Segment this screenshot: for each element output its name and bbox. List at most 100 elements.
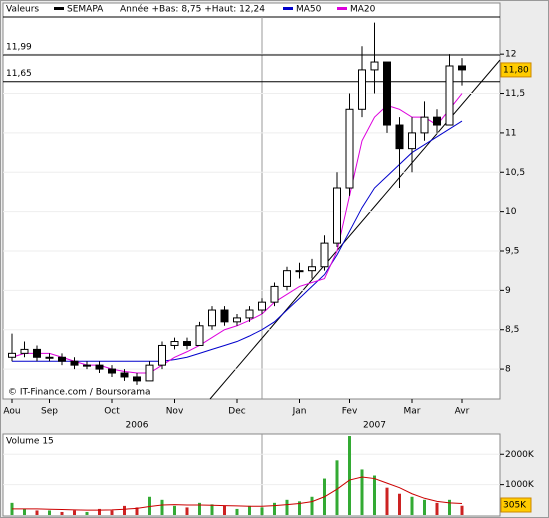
y-tick-label: 10 [505,207,517,217]
section-label: Valeurs [6,5,39,15]
x-tick-label: Avr [455,407,470,417]
copyright: © IT-Finance.com / Boursorama [8,388,150,398]
volume-bar [460,505,464,515]
candle-body [333,187,341,244]
last-volume-box [500,497,532,513]
volume-bar [248,505,251,515]
volume-bar [448,499,451,515]
last-price-box [500,62,532,78]
candle-body [258,301,266,311]
last-price-label: 11,80 [503,65,529,75]
candle-body [83,364,91,367]
legend-swatch [54,7,64,10]
legend-label: MA20 [350,5,376,15]
legend-label: SEMAPA [67,5,104,15]
candle-body [283,270,291,287]
volume-bar [123,505,126,515]
y-tick-label: 9,5 [505,246,519,256]
y-tick-label: 10,5 [505,168,525,178]
volume-bar [398,493,401,515]
candle-body [20,348,29,354]
price-panel [2,2,501,400]
legend-label: MA50 [296,5,322,15]
x-tick-label: Dec [228,407,245,417]
x-tick-label: Fev [342,407,358,417]
candle-body [458,65,466,71]
candle-body [270,285,279,303]
volume-bar [423,499,426,515]
volume-bar [85,511,89,515]
x-tick-label: Mar [404,407,421,417]
last-volume-label: 305K [503,501,527,511]
year-label: 2006 [126,421,149,431]
candle-body [158,344,166,366]
year-label: 2007 [363,421,386,431]
candle-body [45,356,54,359]
candle-body [220,309,229,323]
candle-body [8,352,16,358]
candle-body [308,266,316,272]
volume-bar [148,496,151,515]
candle-body [395,124,404,150]
volume-bar [260,507,264,515]
candle-body [445,65,454,126]
volume-bar [360,469,364,515]
volume-bar [210,504,214,515]
volume-bar [173,505,176,515]
candle-body [195,325,204,346]
volume-bar [410,496,414,515]
volume-bar [385,487,389,515]
volume-bar [48,510,51,515]
x-tick-label: Aou [3,407,20,417]
level-label: 11,65 [6,69,32,79]
candle-body [145,364,154,382]
x-tick-label: Nov [166,407,184,417]
volume-bar [98,508,101,515]
yearly-range: Année +Bas: 8,75 +Haut: 12,24 [120,4,265,15]
y-tick-label: 9 [505,286,511,296]
volume-panel [2,433,501,517]
candle-body [120,372,129,378]
volume-bar [335,460,339,515]
candle-body [133,376,141,382]
volume-bar [198,502,201,515]
volume-bar [310,496,314,515]
volume-bar [435,502,439,515]
candle-body [170,341,179,346]
volume-bar [35,510,39,515]
candle-body [420,116,429,134]
candle-body [183,341,191,346]
y-tick-label: 11 [505,128,516,138]
candle-body [208,309,216,327]
legend-swatch [337,7,347,10]
candle-body [58,356,66,362]
candle-body [383,61,391,126]
y-tick-label: 8 [505,365,511,375]
candle-body [70,360,79,366]
candle-body [245,309,254,319]
candle-body [233,317,241,323]
candle-body [345,108,354,189]
candle-body [320,242,329,268]
volume-bar [298,501,301,515]
volume-bar [373,475,376,515]
x-tick-label: Oct [104,407,120,417]
y-tick-label: 8,5 [505,325,519,335]
legend-swatch [283,7,293,10]
candle-body [295,270,304,273]
volume-bar [223,505,226,515]
volume-bar [273,502,276,515]
volume-bar [60,511,64,515]
level-label: 11,99 [6,42,32,52]
x-tick-label: Jan [292,407,307,417]
volume-bar [185,507,189,515]
candle-body [408,132,416,150]
y-tick-label: 1000K [505,480,535,490]
volume-bar [285,499,289,515]
y-tick-label: 2000K [505,450,535,460]
volume-average [12,476,463,511]
candle-body [108,368,116,374]
volume-bar [160,499,164,515]
candle-body [370,61,379,71]
